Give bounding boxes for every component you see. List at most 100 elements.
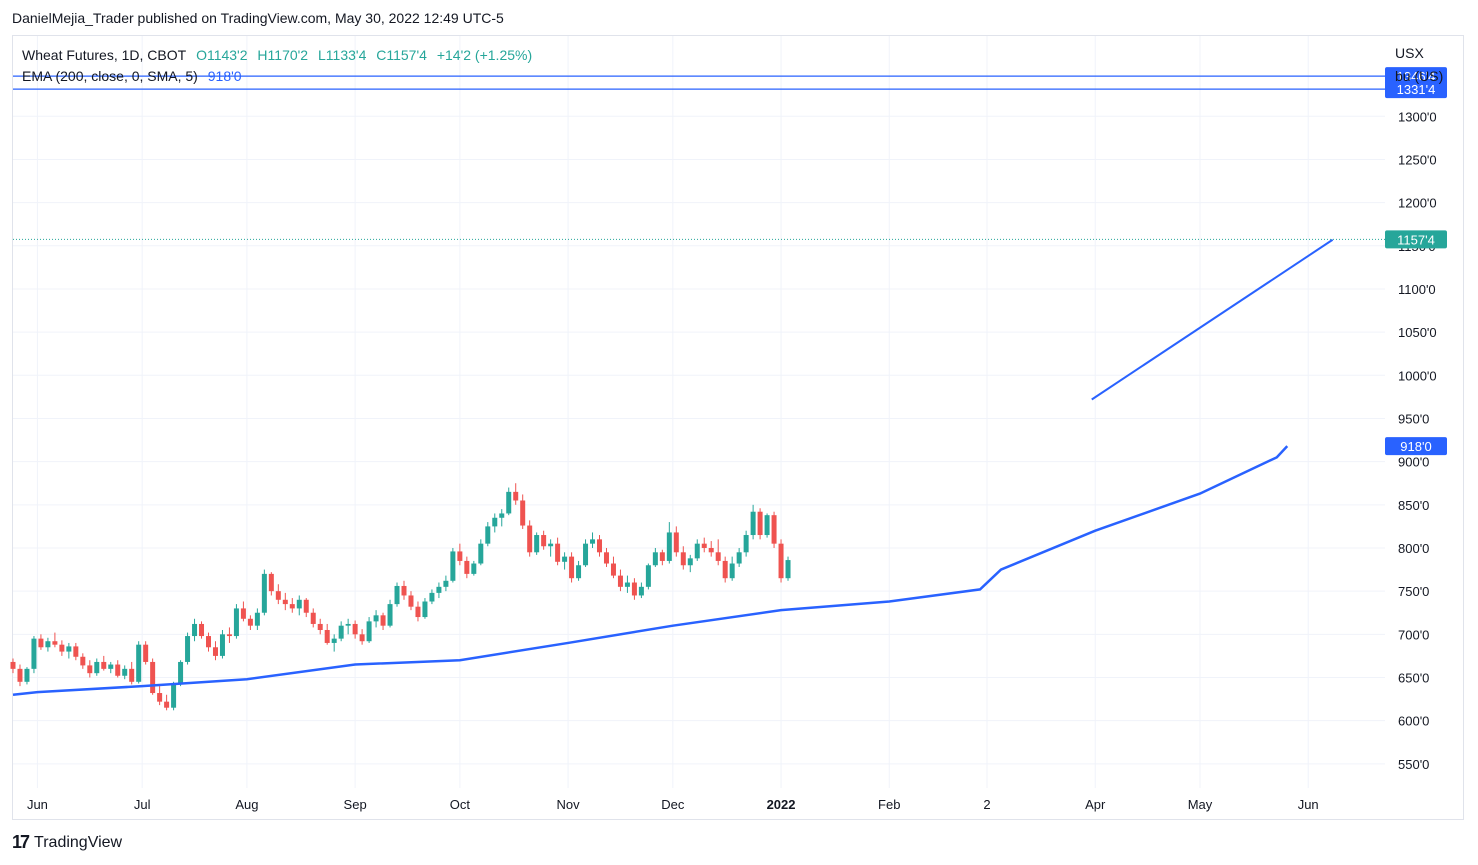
candle-body <box>666 532 672 561</box>
candle-body <box>366 621 372 642</box>
candle-body <box>129 668 135 682</box>
overlay-lines <box>12 238 1334 696</box>
y-tick-label: 750'0 <box>1398 584 1429 599</box>
candle-body <box>429 592 435 602</box>
candle-body <box>645 565 651 587</box>
candle-body <box>729 563 735 579</box>
candle-body <box>317 623 323 631</box>
candle-body <box>185 636 191 662</box>
candle-body <box>597 539 603 553</box>
candle-body <box>408 595 414 607</box>
x-tick-label: Dec <box>661 797 685 812</box>
x-tick-label: 2022 <box>767 797 796 812</box>
candle-body <box>583 543 589 566</box>
candle-body <box>66 646 72 652</box>
legend-instrument: Wheat Futures, 1D, CBOT <box>22 47 187 63</box>
candle-body <box>282 599 288 605</box>
candle-body <box>324 630 330 643</box>
y-tick-label: 1200'0 <box>1398 196 1437 211</box>
footer-branding[interactable]: 17 TradingView <box>12 832 122 853</box>
candle-body <box>659 552 665 561</box>
units-measure: bu (US) <box>1395 68 1444 84</box>
y-tick-label: 1050'0 <box>1398 325 1437 340</box>
candle-body <box>541 535 547 547</box>
tradingview-logo-icon: 17 <box>12 832 30 852</box>
legend-change: +14'2 (+1.25%) <box>436 47 533 63</box>
candle-body <box>694 543 700 559</box>
y-tick-label: 650'0 <box>1398 670 1429 685</box>
candle-body <box>443 580 449 587</box>
legend-open: O1143'2 <box>196 47 248 63</box>
x-tick-label: Jul <box>134 797 151 812</box>
y-tick-label: 900'0 <box>1398 455 1429 470</box>
candle-body <box>555 543 561 562</box>
x-tick-label: 2 <box>983 797 990 812</box>
y-tick-label: 1100'0 <box>1398 282 1436 297</box>
candle-body <box>527 525 533 553</box>
level-badge-1331-bg <box>1385 80 1447 99</box>
candle-body <box>785 560 791 579</box>
x-tick-label: May <box>1188 797 1213 812</box>
candle-body <box>569 556 575 579</box>
legend-close: C1157'4 <box>376 47 427 63</box>
candle-body <box>219 634 225 656</box>
legend-ema-label: EMA (200, close, 0, SMA, 5) <box>22 68 198 84</box>
candle-body <box>226 634 232 637</box>
candle-body <box>310 612 316 624</box>
candle-body <box>52 641 58 645</box>
candle-body <box>652 552 658 566</box>
candle-body <box>576 565 582 579</box>
candle-body <box>548 543 554 547</box>
candle-body <box>268 573 274 592</box>
candle-body <box>520 500 526 526</box>
x-tick-label: Jun <box>27 797 48 812</box>
candle-body <box>436 586 442 593</box>
candle-body <box>534 535 540 553</box>
candle-body <box>87 665 93 674</box>
candle-body <box>513 491 519 501</box>
candle-body <box>680 552 686 566</box>
candle-body <box>715 552 721 561</box>
y-tick-label: 1250'0 <box>1398 152 1437 167</box>
legend-ema-row: EMA (200, close, 0, SMA, 5) 918'0 <box>22 66 538 87</box>
candle-body <box>687 558 693 566</box>
legend-ohlc-row: Wheat Futures, 1D, CBOT O1143'2 H1170'2 … <box>22 45 538 66</box>
candle-body <box>17 668 23 682</box>
candle-body <box>415 606 421 618</box>
candle-body <box>303 599 309 613</box>
candle-body <box>150 661 156 694</box>
candle-body <box>108 664 114 669</box>
axis-units: USX bu (US) <box>1395 42 1443 88</box>
candle-body <box>631 582 637 596</box>
candle-body <box>603 552 609 564</box>
footer-brand-text: TradingView <box>34 833 123 851</box>
candle-body <box>380 615 386 626</box>
candle-body <box>101 661 107 669</box>
candle-body <box>471 563 477 574</box>
candle-body <box>233 608 239 637</box>
candle-body <box>247 618 253 626</box>
candle-body <box>331 638 337 643</box>
chart-grid <box>13 36 1385 788</box>
y-tick-label: 950'0 <box>1398 411 1429 426</box>
candle-body <box>261 573 267 613</box>
candle-body <box>638 586 644 596</box>
candle-body <box>708 547 714 553</box>
candle-body <box>750 511 756 536</box>
y-tick-label: 800'0 <box>1398 541 1429 556</box>
x-tick-label: Jun <box>1298 797 1319 812</box>
candle-body <box>757 511 763 536</box>
candle-body <box>701 543 707 548</box>
candle-body <box>722 560 728 579</box>
candle-body <box>673 532 679 553</box>
candle-body <box>778 543 784 579</box>
candle-body <box>764 515 770 536</box>
candle-body <box>59 644 65 652</box>
candle-body <box>352 623 358 635</box>
x-tick-label: Apr <box>1085 797 1106 812</box>
ema-badge-bg <box>1385 437 1447 456</box>
candle-body <box>192 623 198 637</box>
candle-body <box>254 612 260 626</box>
